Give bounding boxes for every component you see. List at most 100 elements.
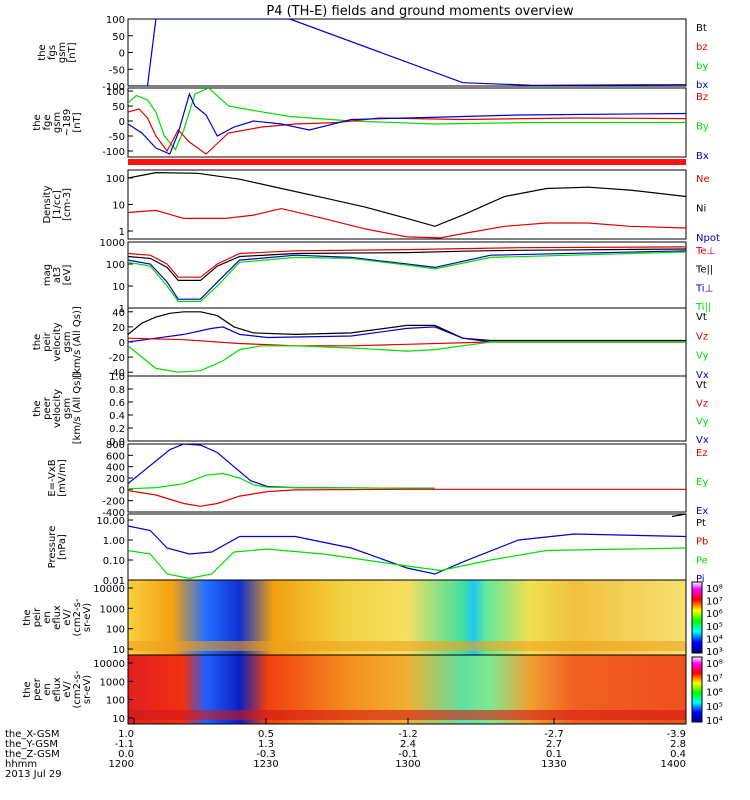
- series-Vz: [128, 337, 686, 347]
- ytick-label: 0: [119, 485, 125, 496]
- xrow-label: the_X-GSM: [5, 729, 59, 740]
- ytick-label: 0.01: [103, 576, 125, 587]
- legend-Vz: Vz: [696, 398, 708, 409]
- xrow-value: 1.3: [258, 739, 274, 750]
- colorbar-tick-label: 10⁴: [706, 634, 723, 645]
- ytick-label: -50: [109, 132, 125, 143]
- legend-By: By: [696, 122, 709, 133]
- figure-title: P4 (TH-E) fields and ground moments over…: [266, 4, 574, 19]
- xrow-value: 2.8: [670, 739, 686, 750]
- panel-density: Density [1/cc] [cm-3] 100 10 1 Ne Ni Npot: [42, 169, 720, 244]
- ylabel-line: Pressure: [47, 526, 58, 569]
- ylabel-line: eflux: [52, 677, 63, 702]
- ytick-label: 600: [106, 451, 125, 462]
- series-bx: [128, 19, 686, 86]
- xrow-value: 2.7: [546, 739, 562, 750]
- ytick-label: 100: [106, 260, 125, 271]
- legend-Pb: Pb: [696, 537, 708, 548]
- series-Pe: [128, 547, 686, 580]
- red-status-bar: [128, 159, 686, 165]
- ylabel-line: [mV/m]: [57, 459, 68, 497]
- series-Te⊥: [128, 246, 686, 278]
- ytick-label: 1000: [100, 677, 125, 688]
- legend-Te||: Te||: [695, 265, 713, 276]
- ylabel-line: fgs: [47, 45, 58, 60]
- xrow-value: -2.7: [544, 729, 564, 740]
- panel-frame: [127, 18, 687, 87]
- colorbar-tick-label: 10⁵: [706, 702, 723, 713]
- ylabel-line: gsm: [57, 42, 68, 63]
- panel-electron-spectrogram: the peer en eflux eV/(cm2-s-sr-eV)10000 1000 1…: [22, 654, 723, 727]
- ytick-label: 800: [106, 440, 125, 451]
- ytick-label: 1.00: [103, 536, 125, 547]
- ylabel-line: the: [32, 334, 43, 350]
- panel-magat3: mag at3 [eV] 1000 100 10 1 Te⊥ Te|| Ti⊥ Ti||: [42, 238, 715, 315]
- ytick-label: 0: [119, 49, 125, 60]
- ytick-label: 100: [106, 174, 125, 185]
- colorbar-tick-label: 10³: [706, 647, 723, 658]
- x-axis-annotation: the_X-GSM 1.0 0.5 -1.2 -2.7 -3.9 the_Y-GSM -1.1…: [5, 718, 687, 780]
- ytick-label: 0.6: [109, 398, 125, 409]
- xrow-value: 1230: [253, 759, 278, 770]
- ytick-label: 20: [112, 323, 125, 334]
- series-Ni: [128, 171, 686, 227]
- series-Ex: [128, 444, 435, 489]
- date-label: 2013 Jul 29: [5, 769, 62, 780]
- xrow-value: 1.0: [118, 729, 134, 740]
- ytick-label: -200: [102, 497, 125, 508]
- panel-frame: [127, 443, 687, 513]
- colorbar-tick-label: 10⁷: [706, 673, 723, 684]
- ytick-label: 10: [112, 282, 125, 293]
- ytick-label: 0.8: [109, 385, 125, 396]
- series-Ez: [128, 488, 686, 507]
- xrow-value: 2.4: [400, 739, 416, 750]
- ylabel-line: the: [22, 609, 33, 625]
- ytick-label: 1: [119, 304, 125, 315]
- ylabel-line: eV/: [62, 609, 73, 626]
- ytick-label: 0: [119, 117, 125, 128]
- xrow-value: 1200: [109, 759, 134, 770]
- panel-ion-spectrogram: the peir en eflux eV/(cm2-s-sr-eV)10000 1000 1…: [22, 579, 723, 658]
- ytick-label: -100: [102, 82, 125, 93]
- legend-Bz: Bz: [696, 92, 708, 103]
- panel-fgs-189: the fge gsm ~189 [nT] 100 50 0 -50 -100 Bz By Bx: [32, 87, 709, 162]
- series-Vx: [128, 326, 686, 343]
- series-Ti⊥: [128, 250, 686, 300]
- ylabel-line: sr-eV): [82, 675, 93, 704]
- legend-Vx: Vx: [696, 435, 709, 446]
- legend-Ti⊥: Ti⊥: [695, 283, 713, 294]
- xrow-value: 0.5: [258, 729, 274, 740]
- panel-frame: [127, 241, 687, 309]
- xrow-label: the_Z-GSM: [5, 749, 60, 760]
- colorbar-tick-label: 10⁷: [706, 597, 723, 608]
- series-Bz: [128, 108, 686, 155]
- ylabel-line: the: [37, 44, 48, 60]
- ylabel-line: eflux: [52, 605, 63, 630]
- ytick-label: 10: [112, 645, 125, 656]
- panel-peer-velocity: the peer velocity gsm [km/s (All Qs)] 1.0 0.8 0…: [32, 372, 709, 448]
- ylabel-line: [1/cc]: [52, 190, 63, 219]
- legend-bx: bx: [696, 80, 708, 91]
- ylabel-line: peir: [32, 607, 43, 627]
- ytick-label: 10000: [93, 659, 125, 670]
- colorbar-tick-label: 10⁵: [706, 622, 723, 633]
- ytick-label: 40: [112, 308, 125, 319]
- ylabel-line: [cm-3]: [62, 188, 73, 221]
- ylabel-line: the: [32, 400, 43, 416]
- legend-Ne: Ne: [696, 174, 710, 185]
- ylabel-line: en: [42, 611, 53, 624]
- ytick-label: 0.2: [109, 424, 125, 435]
- ylabel-line: gsm: [62, 398, 73, 419]
- legend-by: by: [696, 61, 708, 72]
- ylabel-line: Density: [42, 185, 53, 223]
- ylabel-line: at3: [52, 267, 63, 283]
- legend-Ey: Ey: [696, 477, 708, 488]
- xrow-value: -0.3: [256, 749, 276, 760]
- ytick-label: 400: [106, 463, 125, 474]
- ylabel-line: [nT]: [67, 42, 78, 62]
- legend-Ni: Ni: [696, 204, 706, 215]
- ylabel-line: [nT]: [72, 112, 83, 132]
